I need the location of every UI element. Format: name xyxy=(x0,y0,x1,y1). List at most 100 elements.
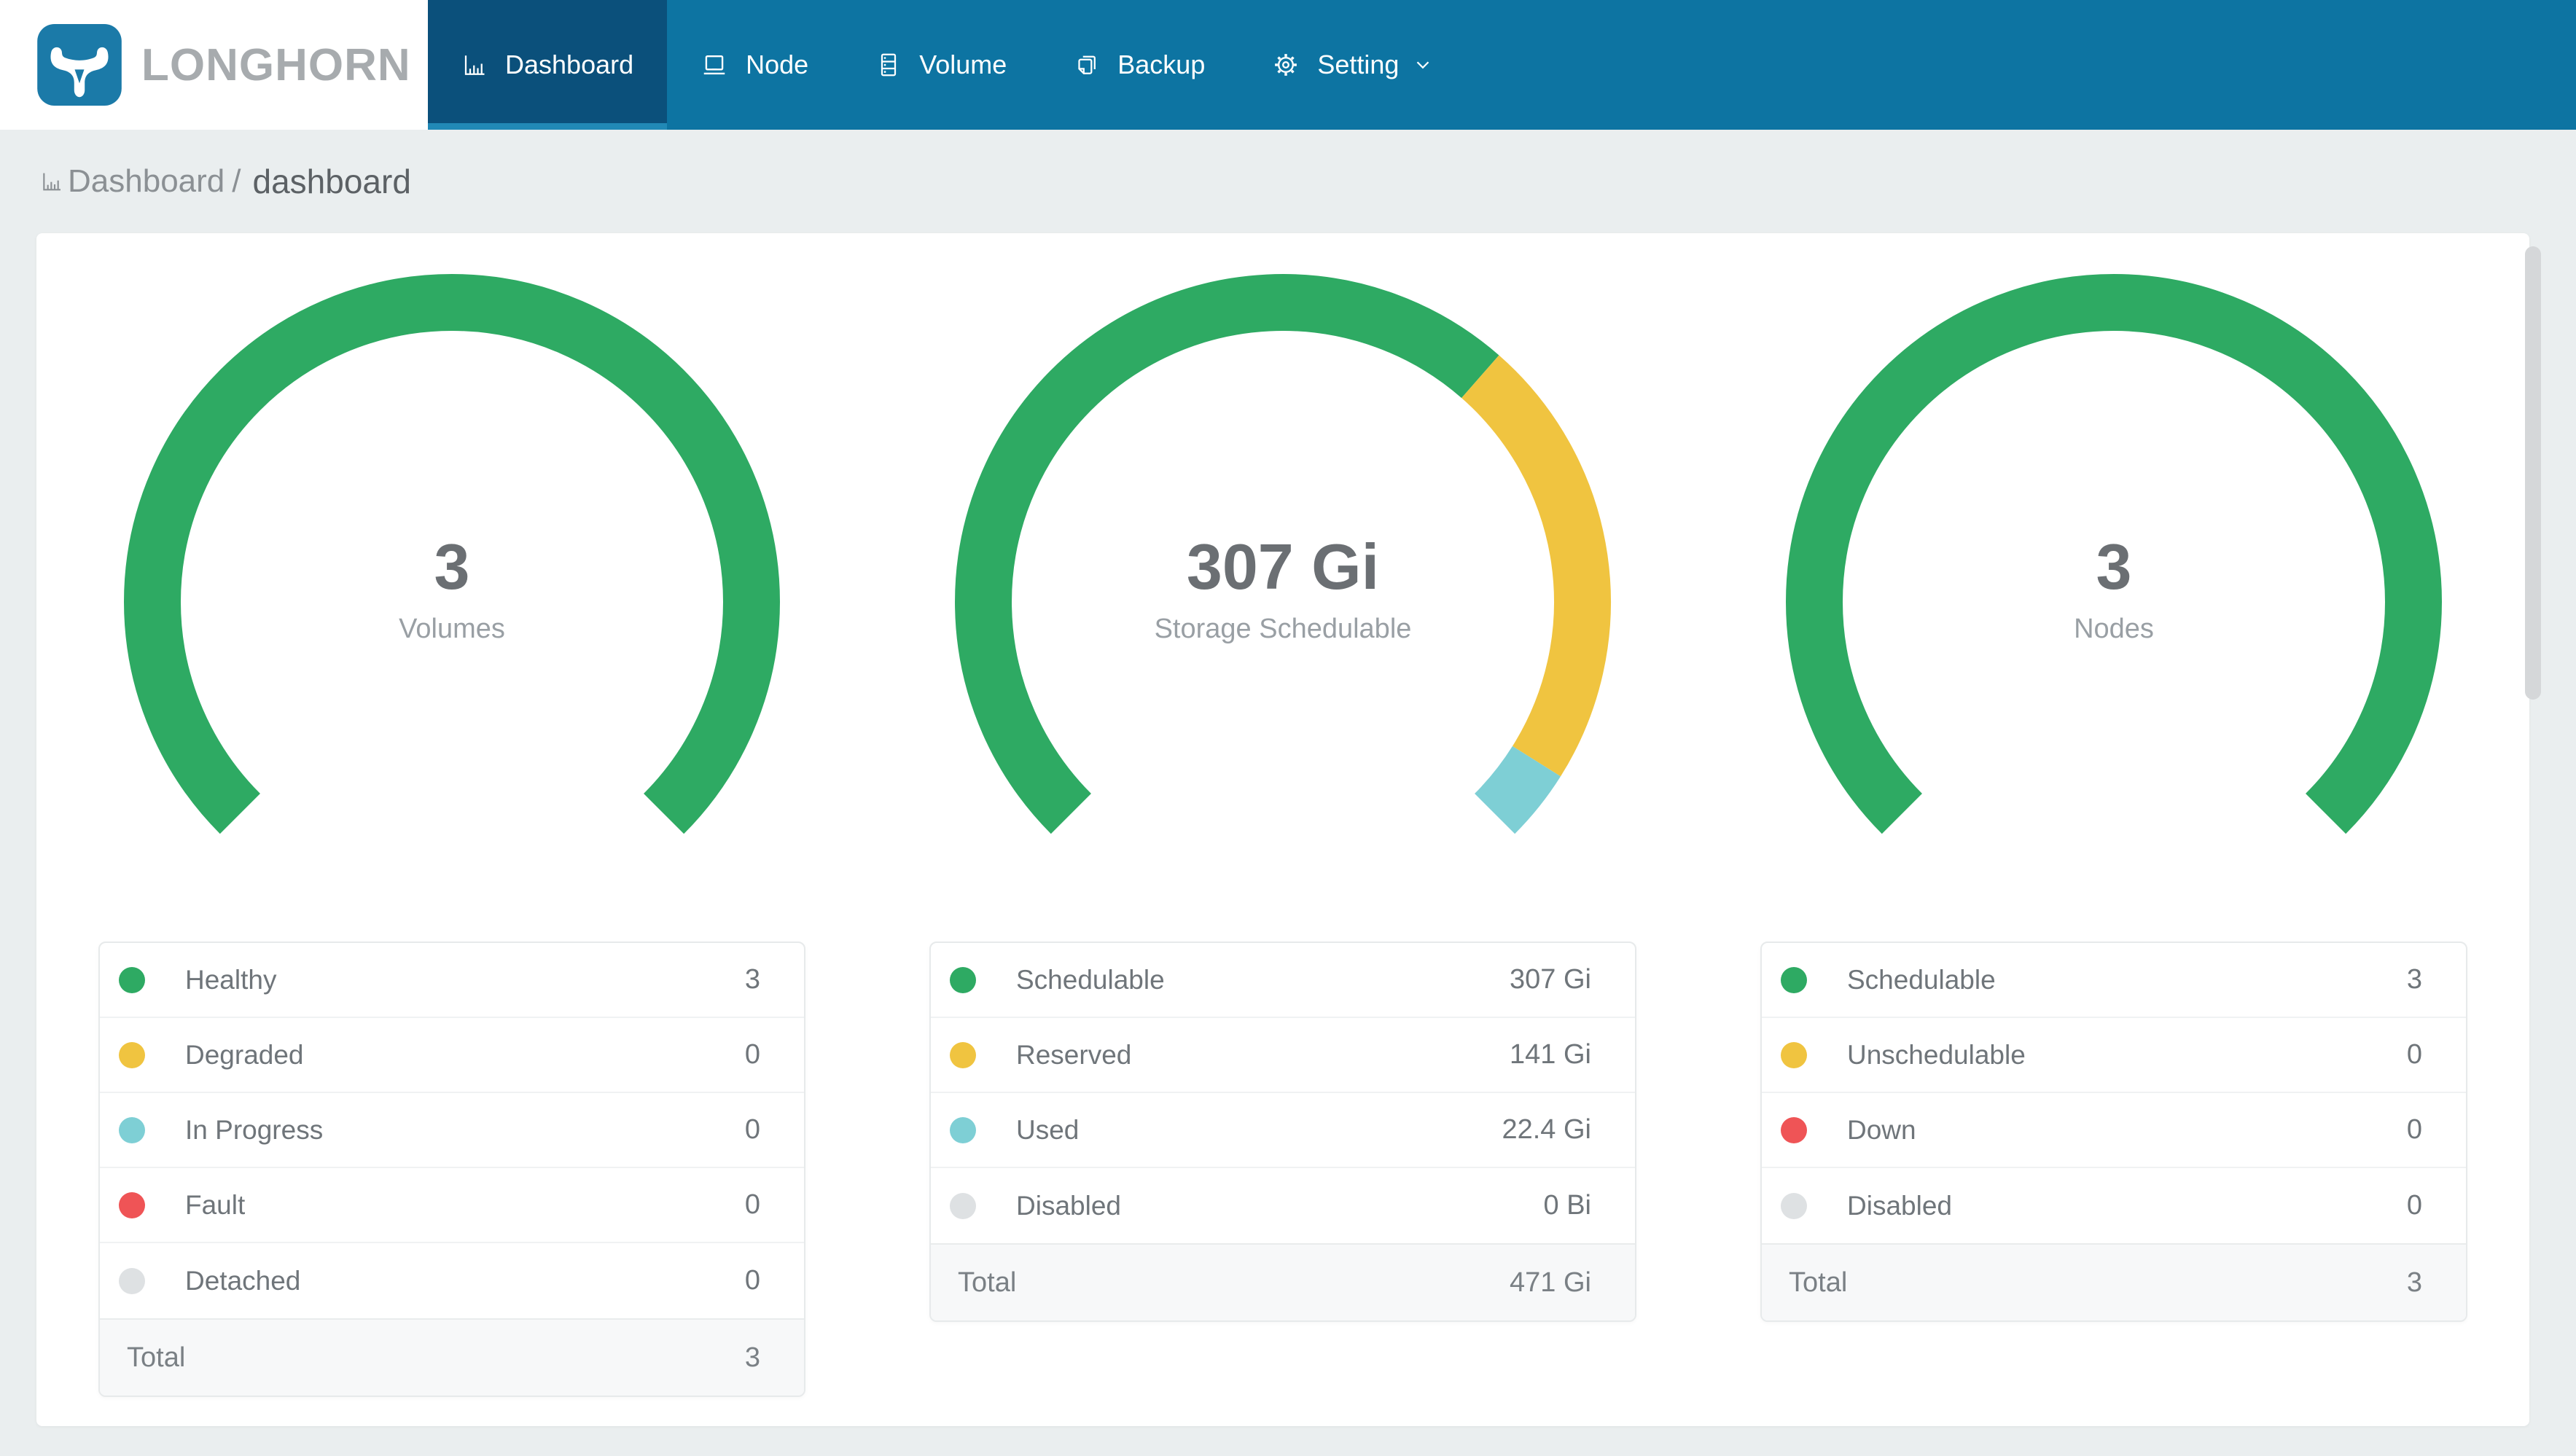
gauge-value: 307 Gi xyxy=(1186,531,1380,603)
gauge-arc xyxy=(124,274,780,834)
legend-total-row: Total 3 xyxy=(100,1318,804,1396)
legend-row: Fault 0 xyxy=(100,1168,804,1243)
gauge-arc xyxy=(1786,274,2442,834)
tab-label: Node xyxy=(746,50,809,79)
copy-icon xyxy=(1074,51,1100,79)
nodes-legend: Schedulable 3 Unschedulable 0 Down 0 Disabled 0… xyxy=(1760,942,2467,1322)
server-icon xyxy=(875,51,902,79)
disabled-dot-icon xyxy=(950,1192,976,1219)
legend-total-row: Total 471 Gi xyxy=(931,1243,1635,1320)
chevron-down-icon xyxy=(1412,54,1434,76)
legend-label: Used xyxy=(1016,1114,1080,1145)
legend-label: Schedulable xyxy=(1016,964,1165,995)
gauge-label: Storage Schedulable xyxy=(1154,614,1412,644)
detached-dot-icon xyxy=(119,1267,145,1294)
legend-value: 0 xyxy=(744,1039,760,1070)
breadcrumb-section[interactable]: Dashboard xyxy=(68,163,225,199)
nodes-panel: 3 Nodes Schedulable 3 Unschedulable 0 Down 0 D… xyxy=(1698,233,2529,1426)
legend-value: 0 xyxy=(2406,1039,2422,1070)
page-content: 3 Volumes Healthy 3 Degraded 0 In Progress 0 F… xyxy=(0,233,2576,1426)
legend-row: In Progress 0 xyxy=(100,1093,804,1168)
legend-label: Fault xyxy=(185,1189,246,1220)
legend-total-label: Total xyxy=(1789,1267,1848,1298)
schedulable-dot-icon xyxy=(950,966,976,993)
legend-label: Healthy xyxy=(185,964,277,995)
longhorn-logo-icon xyxy=(36,24,122,106)
legend-row: Healthy 3 xyxy=(100,943,804,1018)
legend-row: Disabled 0 Bi xyxy=(931,1168,1635,1243)
legend-body: Healthy 3 Degraded 0 In Progress 0 Fault 0 Detac… xyxy=(100,943,804,1318)
disabled-dot-icon xyxy=(1781,1192,1807,1219)
legend-row: Reserved 141 Gi xyxy=(931,1018,1635,1093)
unschedulable-dot-icon xyxy=(1781,1041,1807,1068)
used-dot-icon xyxy=(950,1116,976,1143)
gauge-label: Volumes xyxy=(399,614,505,644)
legend-body: Schedulable 3 Unschedulable 0 Down 0 Disabled 0 xyxy=(1762,943,2466,1243)
legend-value: 3 xyxy=(2406,964,2422,995)
bar-chart-icon xyxy=(40,170,63,193)
tab-volume[interactable]: Volume xyxy=(842,0,1040,130)
legend-total-value: 3 xyxy=(744,1342,760,1373)
volumes-gauge-chart: 3 Volumes xyxy=(109,259,795,850)
legend-body: Schedulable 307 Gi Reserved 141 Gi Used 22.4 … xyxy=(931,943,1635,1243)
legend-value: 0 Bi xyxy=(1543,1190,1591,1221)
storage-panel: 307 Gi Storage Schedulable Schedulable 30… xyxy=(867,233,1698,1426)
legend-row: Degraded 0 xyxy=(100,1018,804,1093)
legend-value: 307 Gi xyxy=(1510,964,1591,995)
legend-value: 0 xyxy=(2406,1114,2422,1145)
legend-row: Schedulable 307 Gi xyxy=(931,943,1635,1018)
storage-legend: Schedulable 307 Gi Reserved 141 Gi Used 22.4 … xyxy=(929,942,1636,1322)
volumes-legend: Healthy 3 Degraded 0 In Progress 0 Fault 0 Detac… xyxy=(98,942,805,1397)
legend-row: Used 22.4 Gi xyxy=(931,1093,1635,1168)
gauge-segment-schedulable xyxy=(955,274,1499,834)
gauge-arc xyxy=(955,274,1611,834)
legend-total-row: Total 3 xyxy=(1762,1243,2466,1320)
tab-dashboard[interactable]: Dashboard xyxy=(428,0,668,130)
gauge-label: Nodes xyxy=(2074,614,2154,644)
tab-label: Dashboard xyxy=(505,50,634,79)
legend-label: Detached xyxy=(185,1265,301,1296)
legend-label: Disabled xyxy=(1847,1190,1952,1221)
legend-value: 22.4 Gi xyxy=(1502,1114,1591,1145)
gauge-segment-used xyxy=(1474,745,1561,834)
legend-total-label: Total xyxy=(127,1342,186,1373)
tab-label: Backup xyxy=(1117,50,1206,79)
reserved-dot-icon xyxy=(950,1041,976,1068)
legend-total-value: 471 Gi xyxy=(1510,1267,1591,1298)
legend-label: In Progress xyxy=(185,1114,324,1145)
tab-label: Volume xyxy=(919,50,1007,79)
gauge-segment-schedulable xyxy=(1786,274,2442,834)
laptop-icon xyxy=(700,51,728,79)
breadcrumb-separator: / xyxy=(232,163,241,199)
degraded-dot-icon xyxy=(119,1041,145,1068)
legend-row: Detached 0 xyxy=(100,1243,804,1318)
legend-label: Disabled xyxy=(1016,1190,1121,1221)
healthy-dot-icon xyxy=(119,966,145,993)
in-progress-dot-icon xyxy=(119,1116,145,1143)
gauge-segment-healthy xyxy=(124,274,780,834)
gauge-value: 3 xyxy=(434,531,470,603)
legend-row: Disabled 0 xyxy=(1762,1168,2466,1243)
scrollbar-thumb[interactable] xyxy=(2525,246,2541,700)
legend-total-value: 3 xyxy=(2406,1267,2422,1298)
schedulable-dot-icon xyxy=(1781,966,1807,993)
nodes-gauge-chart: 3 Nodes xyxy=(1771,259,2456,850)
legend-row: Schedulable 3 xyxy=(1762,943,2466,1018)
bar-chart-icon xyxy=(461,52,488,78)
legend-label: Schedulable xyxy=(1847,964,1996,995)
gauge-value: 3 xyxy=(2096,531,2132,603)
tab-node[interactable]: Node xyxy=(667,0,842,130)
storage-gauge-chart: 307 Gi Storage Schedulable xyxy=(940,259,1625,850)
fault-dot-icon xyxy=(119,1191,145,1218)
down-dot-icon xyxy=(1781,1116,1807,1143)
tab-backup[interactable]: Backup xyxy=(1040,0,1238,130)
legend-label: Reserved xyxy=(1016,1039,1132,1070)
legend-label: Unschedulable xyxy=(1847,1039,2026,1070)
logo-text: LONGHORN xyxy=(141,39,411,90)
tab-setting[interactable]: Setting xyxy=(1238,0,1467,130)
logo[interactable]: LONGHORN xyxy=(0,0,428,130)
legend-value: 0 xyxy=(744,1265,760,1296)
legend-value: 0 xyxy=(744,1114,760,1145)
breadcrumb-current-page: dashboard xyxy=(252,163,411,200)
legend-value: 141 Gi xyxy=(1510,1039,1591,1070)
